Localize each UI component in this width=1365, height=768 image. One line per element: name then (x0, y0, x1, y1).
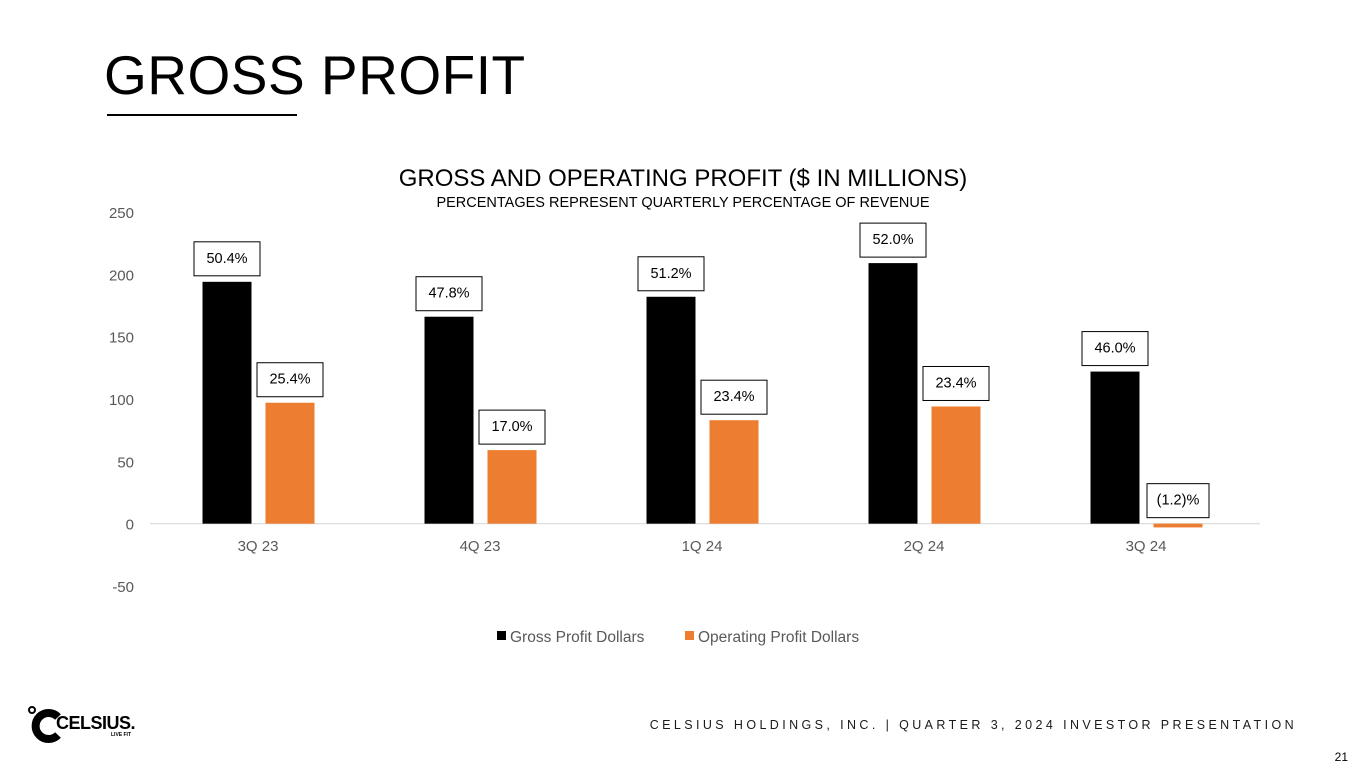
data-label-box (415, 276, 483, 312)
legend-swatch-operating-profit (685, 631, 694, 640)
celsius-logo-mark-icon (28, 706, 61, 743)
data-label-box (1081, 331, 1149, 367)
data-label: 50.4% (206, 251, 247, 267)
x-axis: 3Q 23 4Q 23 1Q 24 2Q 24 3Q 24 (150, 523, 1260, 555)
data-label-box (637, 256, 705, 292)
x-tick-label: 3Q 23 (238, 538, 279, 555)
data-label: 51.2% (650, 266, 691, 282)
x-tick-label: 2Q 24 (904, 538, 945, 555)
bar-operating-profit (709, 420, 759, 524)
chart-title: GROSS AND OPERATING PROFIT ($ IN MILLION… (399, 165, 968, 192)
y-tick-label: 150 (109, 330, 134, 347)
data-label-box (922, 365, 990, 401)
bar-operating-profit (1153, 523, 1203, 528)
bar-operating-profit (931, 406, 981, 524)
y-tick-label: 0 (126, 517, 134, 534)
data-label-box (859, 222, 927, 258)
bars (202, 263, 1203, 528)
bar-gross-profit (424, 316, 474, 524)
bar-gross-profit (646, 296, 696, 524)
page-title: GROSS PROFIT (104, 44, 526, 106)
data-label: 46.0% (1094, 341, 1135, 357)
data-label: 25.4% (269, 372, 310, 388)
celsius-logo: CELSIUS. LIVE FIT (26, 703, 146, 745)
data-labels: 50.4% 25.4% 47.8% 17.0% 51.2% 23.4% 52.0% 23.4%… (193, 222, 1210, 519)
data-label-box (1146, 483, 1210, 519)
chart-subtitle: PERCENTAGES REPRESENT QUARTERLY PERCENTA… (436, 195, 929, 211)
legend: Gross Profit Dollars Operating Profit Dol… (497, 629, 859, 646)
legend-swatch-gross-profit (497, 631, 506, 640)
data-label: 23.4% (713, 389, 754, 405)
y-tick-label: 50 (117, 454, 134, 471)
data-label: 52.0% (872, 232, 913, 248)
data-label-box (700, 379, 768, 415)
y-tick-label: 200 (109, 267, 134, 284)
page-number: 21 (1334, 750, 1348, 764)
data-label-box (478, 409, 546, 445)
x-tick-label: 1Q 24 (682, 538, 723, 555)
logo-wordmark: CELSIUS. (56, 713, 136, 733)
legend-label: Operating Profit Dollars (698, 629, 859, 646)
bar-operating-profit (487, 450, 537, 524)
bar-operating-profit (265, 402, 315, 524)
x-tick-label: 3Q 24 (1126, 538, 1167, 555)
bar-gross-profit (868, 263, 918, 524)
y-tick-label: -50 (112, 579, 134, 596)
data-label: 47.8% (428, 286, 469, 302)
footer-text: CELSIUS HOLDINGS, INC. | QUARTER 3, 2024… (649, 718, 1297, 732)
logo-tagline: LIVE FIT (111, 732, 131, 738)
data-label: 23.4% (935, 375, 976, 391)
data-label: 17.0% (491, 419, 532, 435)
legend-label: Gross Profit Dollars (510, 629, 645, 646)
x-tick-label: 4Q 23 (460, 538, 501, 555)
y-tick-label: 250 (109, 205, 134, 222)
y-tick-label: 100 (109, 392, 134, 409)
bar-gross-profit (1090, 371, 1140, 524)
bar-gross-profit (202, 281, 252, 524)
data-label: (1.2)% (1157, 493, 1200, 509)
title-underline (107, 114, 297, 116)
data-label-box (193, 241, 261, 277)
y-axis: 250 200 150 100 50 0 -50 (109, 205, 134, 596)
data-label-box (256, 362, 324, 398)
